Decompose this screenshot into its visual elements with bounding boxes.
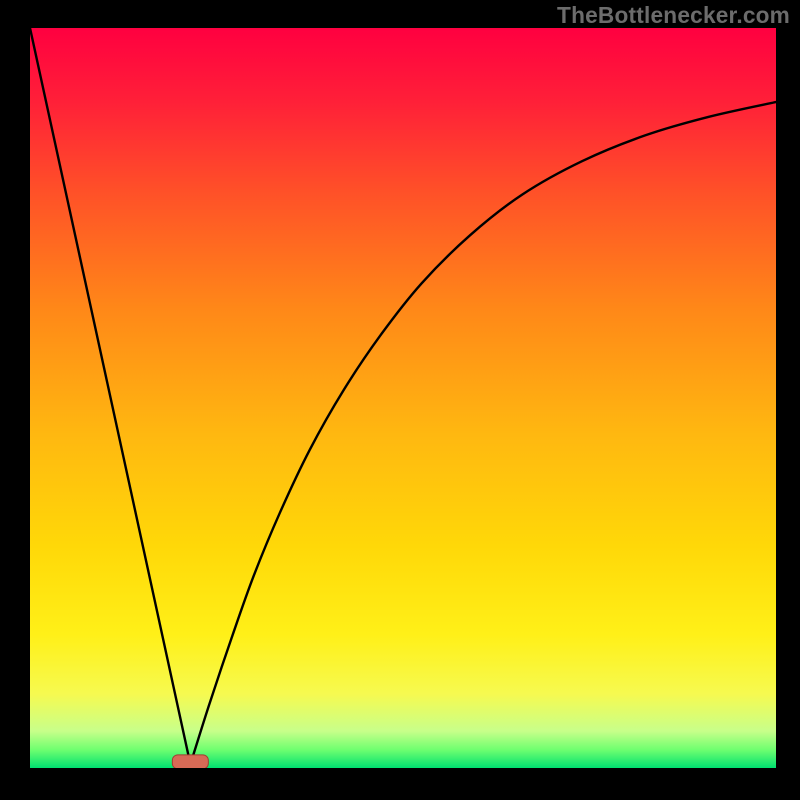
watermark: TheBottlenecker.com [557, 2, 790, 29]
plot-area [30, 28, 776, 768]
curve-min-marker [172, 754, 208, 768]
bottleneck-chart: TheBottlenecker.com [0, 0, 800, 800]
bottleneck-curve [30, 28, 776, 768]
